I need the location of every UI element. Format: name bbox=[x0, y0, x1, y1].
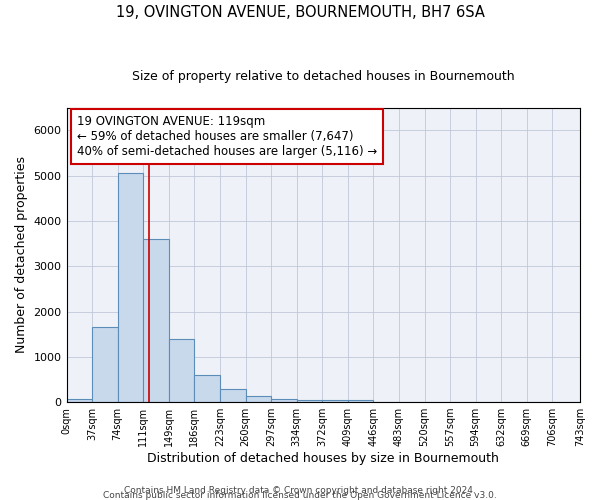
Bar bbox=[348, 400, 373, 402]
Title: Size of property relative to detached houses in Bournemouth: Size of property relative to detached ho… bbox=[132, 70, 515, 83]
Bar bbox=[220, 390, 245, 402]
Text: 19 OVINGTON AVENUE: 119sqm
← 59% of detached houses are smaller (7,647)
40% of s: 19 OVINGTON AVENUE: 119sqm ← 59% of deta… bbox=[77, 115, 377, 158]
Bar bbox=[245, 396, 271, 402]
Bar bbox=[169, 338, 194, 402]
Bar bbox=[118, 174, 143, 402]
Bar bbox=[296, 400, 322, 402]
Bar bbox=[67, 398, 92, 402]
X-axis label: Distribution of detached houses by size in Bournemouth: Distribution of detached houses by size … bbox=[148, 452, 499, 465]
Bar bbox=[143, 239, 169, 402]
Bar bbox=[92, 328, 118, 402]
Text: Contains public sector information licensed under the Open Government Licence v3: Contains public sector information licen… bbox=[103, 491, 497, 500]
Bar bbox=[322, 400, 348, 402]
Bar bbox=[194, 375, 220, 402]
Y-axis label: Number of detached properties: Number of detached properties bbox=[15, 156, 28, 354]
Bar bbox=[271, 398, 296, 402]
Text: Contains HM Land Registry data © Crown copyright and database right 2024.: Contains HM Land Registry data © Crown c… bbox=[124, 486, 476, 495]
Text: 19, OVINGTON AVENUE, BOURNEMOUTH, BH7 6SA: 19, OVINGTON AVENUE, BOURNEMOUTH, BH7 6S… bbox=[116, 5, 484, 20]
